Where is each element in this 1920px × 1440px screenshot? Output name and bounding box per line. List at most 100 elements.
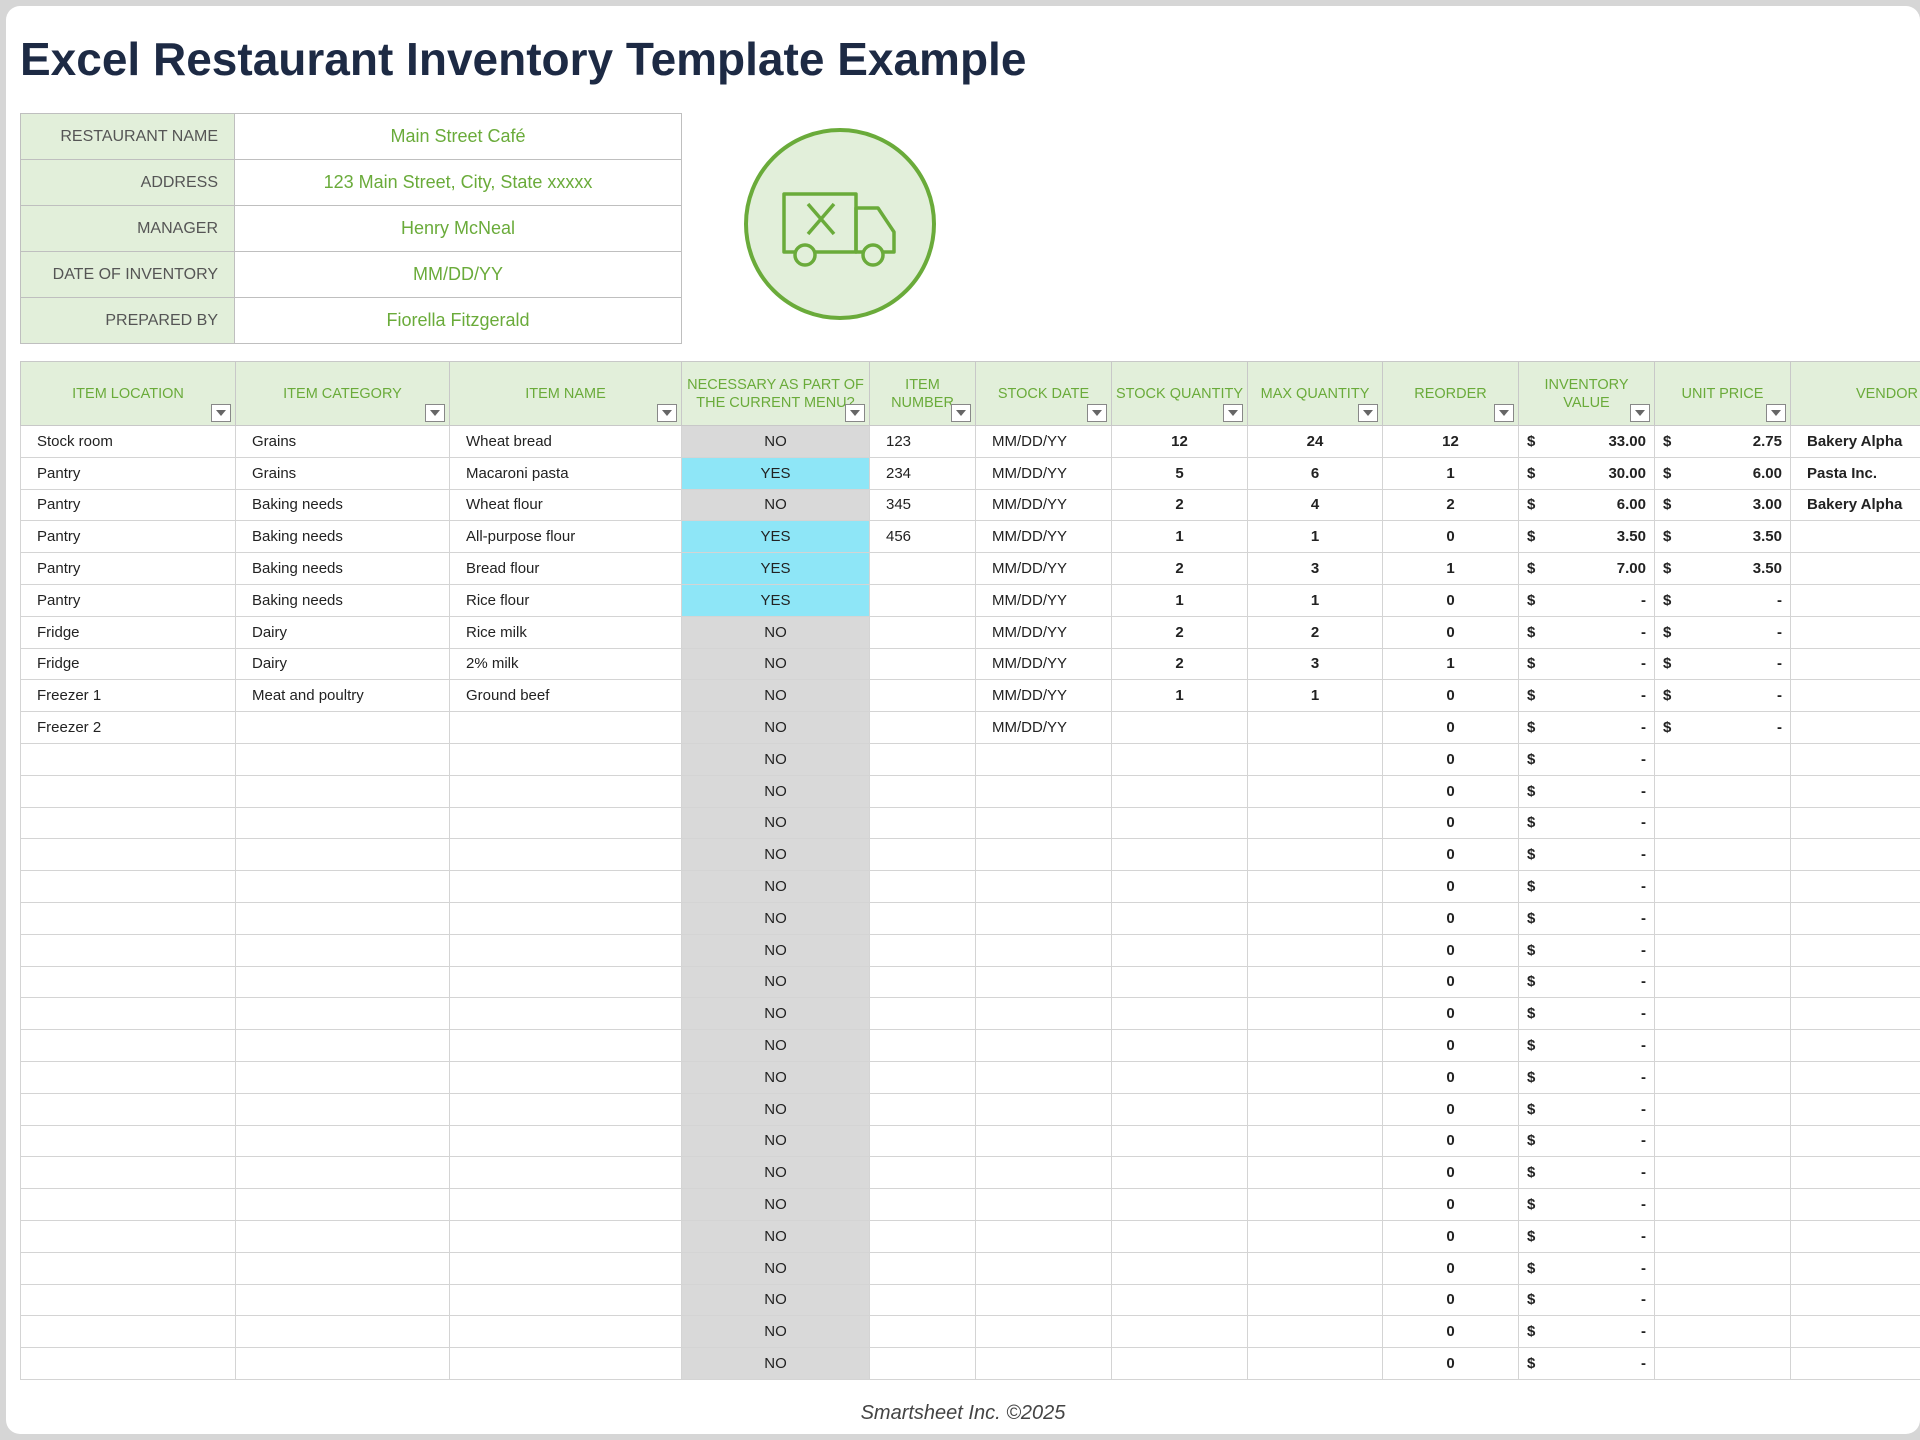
cell: 2 <box>1111 488 1248 522</box>
cell <box>235 1219 450 1253</box>
cell <box>1111 1092 1248 1126</box>
cell: Ground beef <box>449 679 682 713</box>
cell <box>975 1156 1112 1190</box>
column-header: ITEM NAME <box>449 361 682 426</box>
column-header: STOCK QUANTITY <box>1111 361 1248 426</box>
filter-button[interactable] <box>845 404 865 422</box>
truck-icon <box>744 128 936 320</box>
cell: 1 <box>1382 456 1519 490</box>
amount: - <box>1641 1259 1646 1277</box>
currency-symbol: $ <box>1527 1259 1536 1277</box>
cell: Macaroni pasta <box>449 456 682 490</box>
filter-button[interactable] <box>1087 404 1107 422</box>
cell: MM/DD/YY <box>975 456 1112 490</box>
cell <box>975 870 1112 903</box>
cell <box>1247 1219 1383 1253</box>
filter-button[interactable] <box>1223 404 1243 422</box>
cell: NO <box>681 997 870 1031</box>
cell <box>449 711 682 744</box>
cell: $ - <box>1518 615 1655 649</box>
cell <box>1790 1156 1920 1190</box>
filter-button[interactable] <box>1494 404 1514 422</box>
info-value: Fiorella Fitzgerald <box>234 297 682 344</box>
filter-button[interactable] <box>657 404 677 422</box>
cell: NO <box>681 679 870 713</box>
cell: NO <box>681 1315 870 1349</box>
currency-symbol: $ <box>1527 1005 1536 1023</box>
cell <box>235 1156 450 1190</box>
cell <box>235 742 450 776</box>
currency-symbol: $ <box>1527 1355 1536 1372</box>
cell: Pantry <box>20 520 236 554</box>
cell <box>869 1283 976 1317</box>
currency-symbol: $ <box>1527 814 1536 832</box>
cell: NO <box>681 1124 870 1158</box>
amount: - <box>1641 1164 1646 1182</box>
currency-symbol: $ <box>1527 1068 1536 1086</box>
cell <box>1654 774 1791 808</box>
cell <box>1790 711 1920 744</box>
cell: 3 <box>1247 647 1383 681</box>
column-header-text: ITEM NUMBER <box>891 376 954 411</box>
cell <box>975 742 1112 776</box>
cell <box>1111 1124 1248 1158</box>
cell: 2 <box>1111 615 1248 649</box>
cell: $ - <box>1654 647 1791 681</box>
cell <box>1247 1251 1383 1285</box>
cell: All-purpose flour <box>449 520 682 554</box>
filter-button[interactable] <box>1358 404 1378 422</box>
cell <box>1111 901 1248 935</box>
cell: 1 <box>1247 520 1383 554</box>
cell <box>1247 774 1383 808</box>
amount: - <box>1641 782 1646 800</box>
filter-button[interactable] <box>211 404 231 422</box>
cell <box>20 774 236 808</box>
cell <box>1111 806 1248 840</box>
column-header: ITEM CATEGORY <box>235 361 450 426</box>
filter-button[interactable] <box>1630 404 1650 422</box>
cell <box>1247 965 1383 999</box>
filter-button[interactable] <box>951 404 971 422</box>
cell: 2 <box>1247 615 1383 649</box>
currency-symbol: $ <box>1663 496 1672 514</box>
cell <box>975 965 1112 999</box>
column-header: INVENTORY VALUE <box>1518 361 1655 426</box>
currency-symbol: $ <box>1527 750 1536 768</box>
cell: $30.00 <box>1518 456 1655 490</box>
cell: $ - <box>1654 583 1791 617</box>
cell <box>235 774 450 808</box>
cell: NO <box>681 838 870 872</box>
table-row: NO 0 $ - <box>20 1092 1920 1126</box>
cell: MM/DD/YY <box>975 425 1112 458</box>
cell: 0 <box>1382 583 1519 617</box>
table-row: Pantry Baking needs Bread flour YES MM/DD/YY… <box>20 552 1920 585</box>
cell: 5 <box>1111 456 1248 490</box>
cell <box>869 679 976 713</box>
cell <box>1654 806 1791 840</box>
cell <box>1790 965 1920 999</box>
cell <box>1790 870 1920 903</box>
amount: - <box>1641 1037 1646 1055</box>
table-row: NO 0 $ - <box>20 1156 1920 1190</box>
cell <box>1247 1060 1383 1094</box>
table-row: NO 0 $ - <box>20 1060 1920 1094</box>
table-row: NO 0 $ - <box>20 1219 1920 1253</box>
cell: 1 <box>1382 647 1519 681</box>
filter-button[interactable] <box>425 404 445 422</box>
currency-symbol: $ <box>1527 1227 1536 1245</box>
cell: NO <box>681 1219 870 1253</box>
filter-button[interactable] <box>1766 404 1786 422</box>
currency-symbol: $ <box>1527 1164 1536 1182</box>
cell <box>235 1124 450 1158</box>
cell: NO <box>681 933 870 967</box>
cell <box>449 933 682 967</box>
currency-symbol: $ <box>1527 909 1536 927</box>
cell: $ - <box>1518 647 1655 681</box>
cell: $ - <box>1518 742 1655 776</box>
cell: 24 <box>1247 425 1383 458</box>
currency-symbol: $ <box>1663 560 1672 578</box>
table-row: NO 0 $ - <box>20 933 1920 967</box>
cell <box>449 838 682 872</box>
cell: Dairy <box>235 615 450 649</box>
cell <box>1790 838 1920 872</box>
